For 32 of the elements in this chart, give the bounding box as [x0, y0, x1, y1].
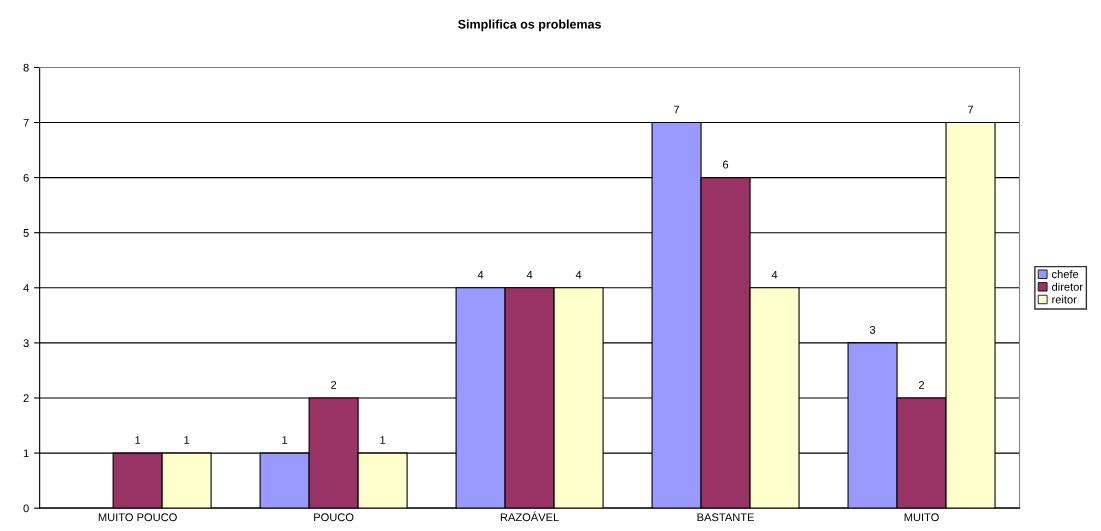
- y-tick-label: 7: [23, 118, 29, 127]
- y-tick-label: 6: [23, 173, 29, 182]
- legend-label: diretor: [1052, 282, 1083, 291]
- y-tick-label: 3: [23, 339, 29, 348]
- chart-title: Simplifica os problemas: [458, 19, 601, 32]
- x-tick-label: MUITO POUCO: [98, 513, 177, 522]
- legend-label: reitor: [1052, 295, 1077, 304]
- data-label: 1: [380, 436, 386, 444]
- data-label: 4: [526, 270, 533, 279]
- y-tick-label: 8: [23, 63, 29, 72]
- x-tick-label: MUITO: [904, 513, 939, 522]
- data-label: 1: [135, 436, 141, 444]
- data-label: 6: [723, 160, 729, 169]
- data-label: 7: [968, 105, 974, 114]
- y-tick-label: 0: [23, 504, 29, 513]
- data-label: 4: [477, 270, 484, 279]
- x-tick-label: BASTANTE: [697, 513, 754, 522]
- x-tick-label: POUCO: [314, 513, 354, 522]
- data-label: 1: [184, 436, 190, 444]
- y-tick-label: 1: [23, 449, 29, 458]
- data-label: 7: [674, 105, 680, 114]
- data-label: 2: [919, 380, 925, 389]
- data-label: 4: [771, 270, 778, 279]
- x-tick-label: RAZOÁVEL: [500, 511, 559, 522]
- y-tick-label: 2: [23, 394, 29, 403]
- data-label: 1: [282, 436, 288, 444]
- y-tick-label: 5: [23, 229, 29, 237]
- data-label: 2: [331, 380, 337, 389]
- data-label: 4: [575, 270, 582, 279]
- legend-label: chefe: [1052, 270, 1079, 279]
- data-label: 3: [869, 325, 876, 334]
- y-tick-label: 4: [23, 284, 29, 292]
